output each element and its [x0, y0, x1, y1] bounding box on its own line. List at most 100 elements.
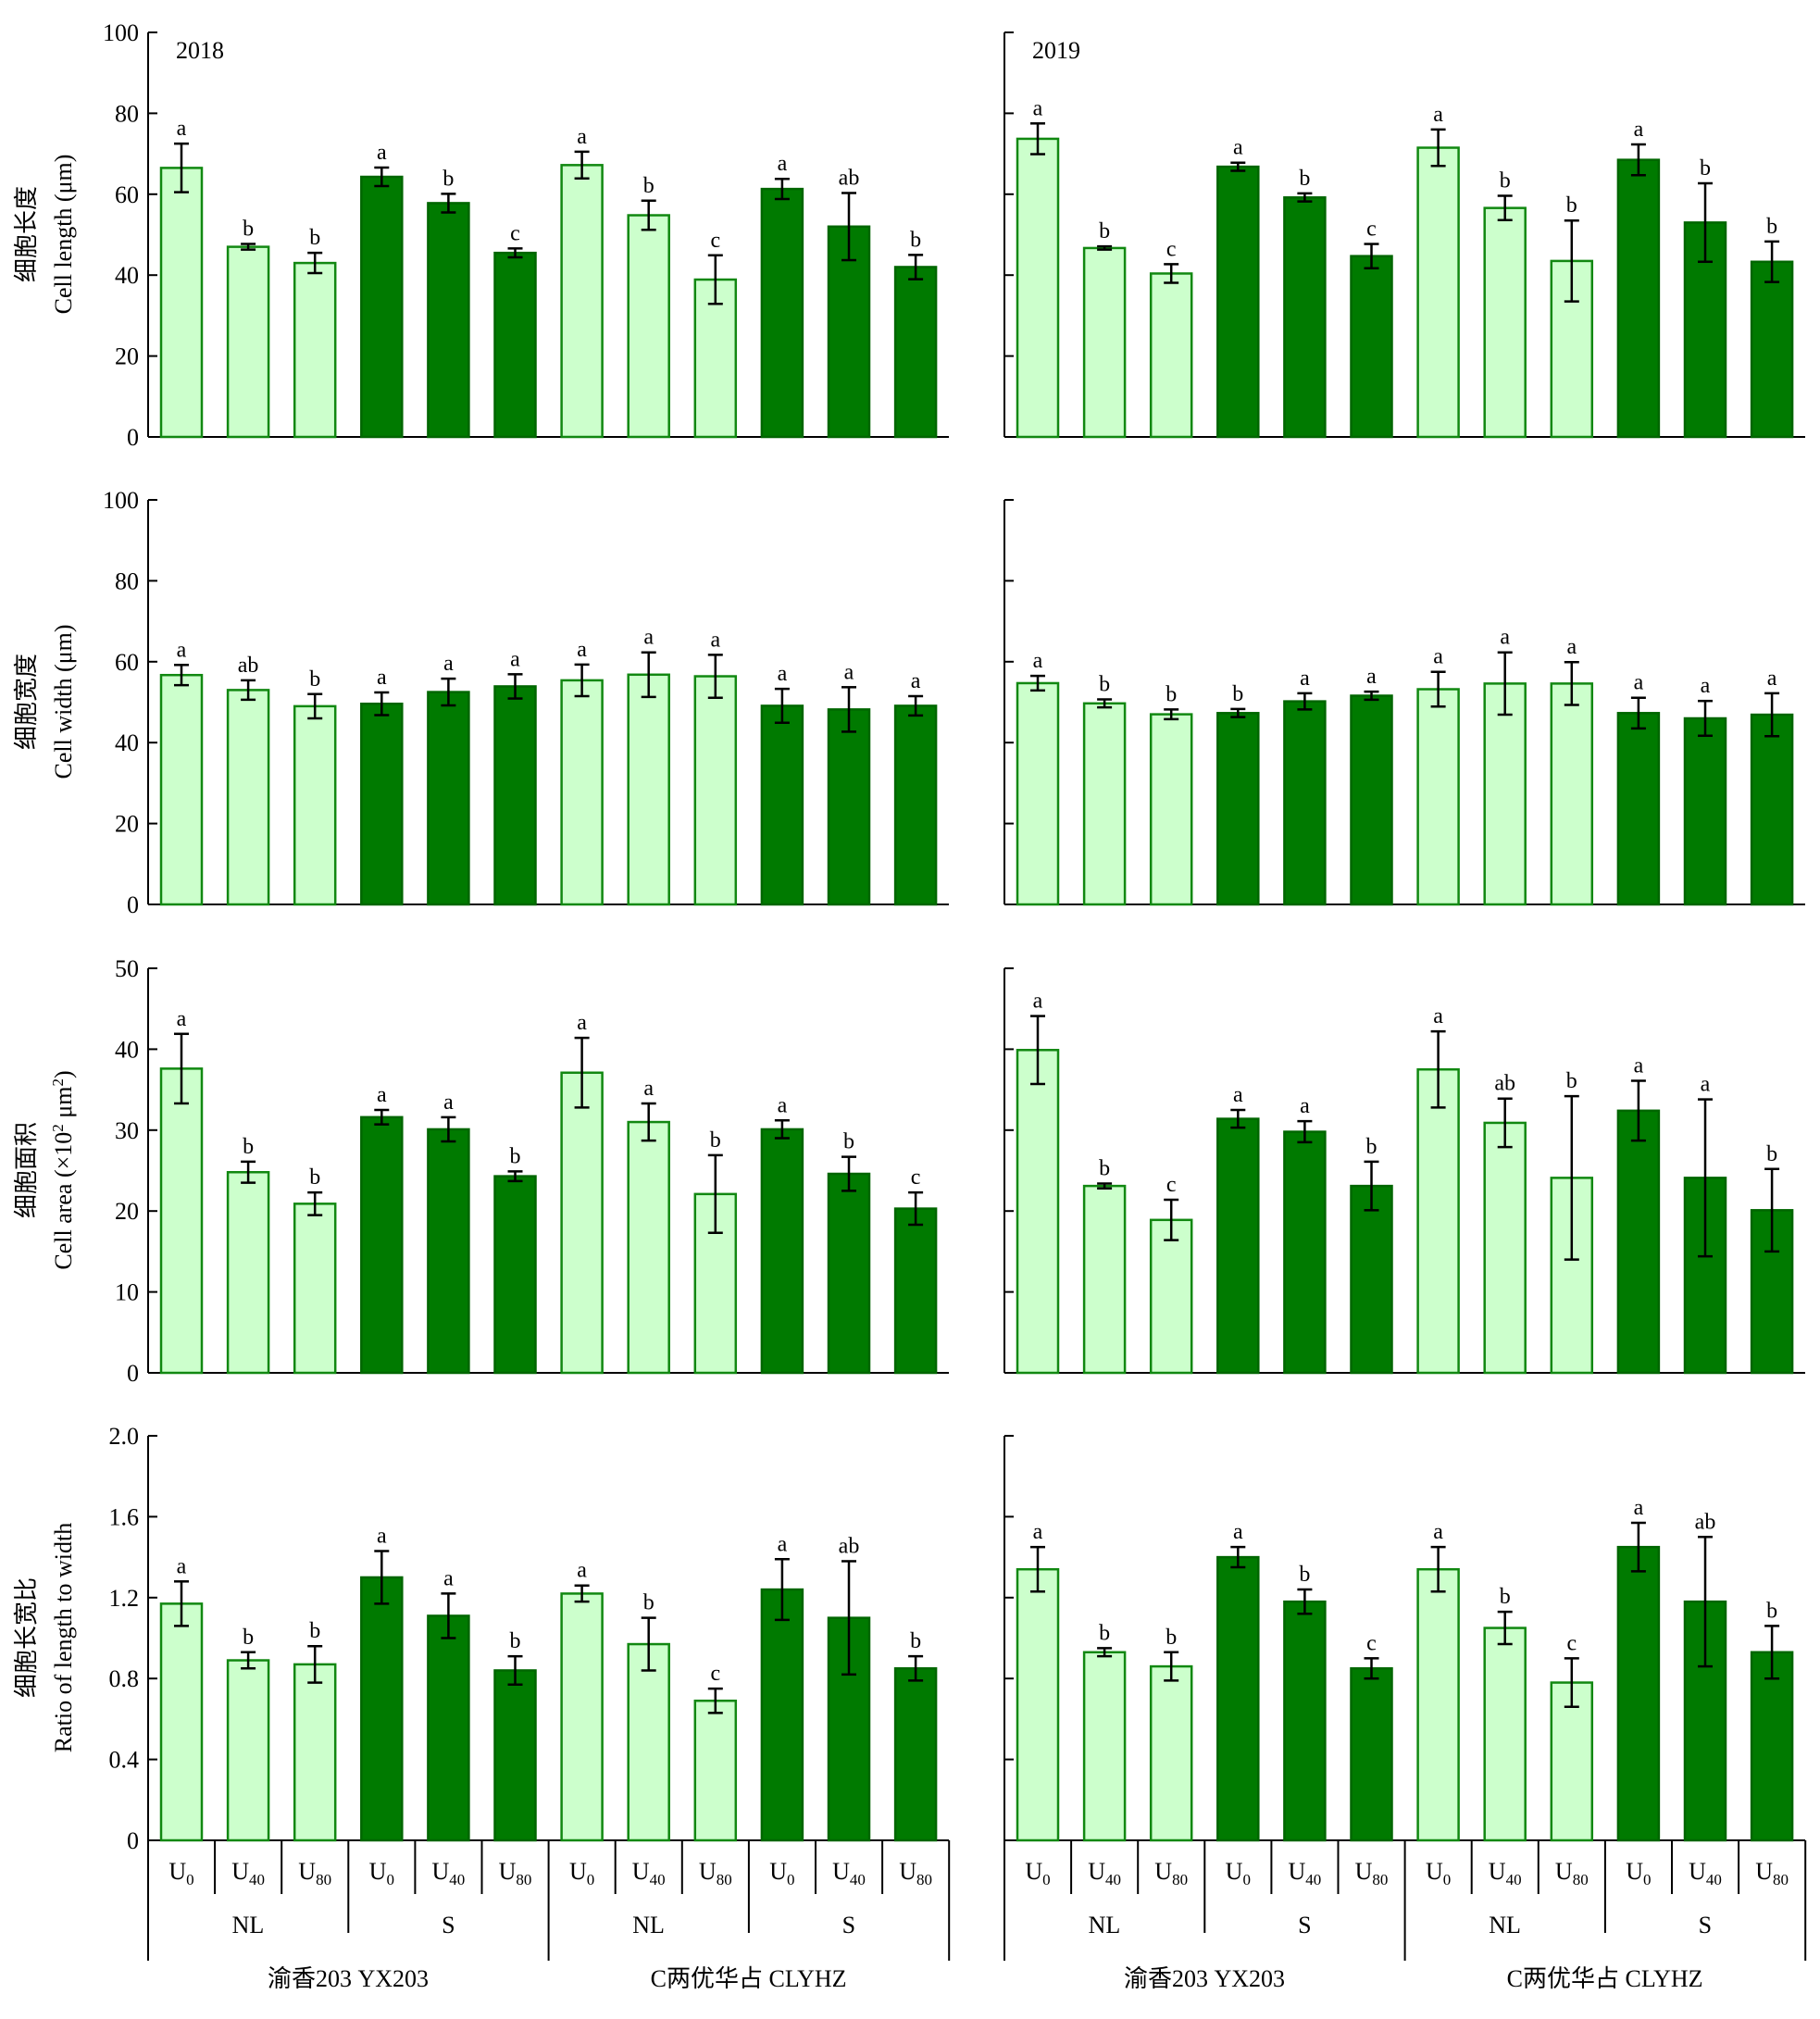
- y-tick-label: 20: [115, 811, 139, 838]
- significance-letter: ab: [238, 654, 259, 678]
- significance-letter: b: [843, 1130, 854, 1154]
- treatment-label: U80: [899, 1858, 932, 1888]
- bar: [560, 1071, 604, 1375]
- significance-letter: a: [377, 141, 387, 165]
- bar: [1016, 681, 1060, 906]
- y-tick-label: 0: [127, 424, 139, 451]
- ylabel-cn: 细胞长宽比: [13, 1577, 40, 1698]
- bar: [760, 1128, 804, 1375]
- ylabel-cn: 细胞面积: [13, 1122, 40, 1218]
- treatment-label: U0: [1626, 1858, 1651, 1888]
- significance-letter: a: [1634, 1053, 1644, 1078]
- bar: [1149, 1664, 1193, 1842]
- significance-letter: b: [309, 667, 320, 692]
- treatment-label: U80: [1555, 1858, 1589, 1888]
- bar: [627, 1120, 670, 1375]
- y-tick-label: 100: [103, 19, 139, 46]
- bar: [1483, 1121, 1527, 1375]
- significance-letter: a: [1300, 667, 1310, 691]
- bar: [1216, 165, 1260, 439]
- bar: [760, 1588, 804, 1842]
- significance-letter: a: [1033, 96, 1043, 120]
- bar: [1216, 1117, 1260, 1375]
- bar: [1416, 1068, 1460, 1375]
- bar: [1149, 1218, 1193, 1375]
- significance-letter: a: [510, 647, 520, 671]
- significance-letter: a: [911, 669, 921, 693]
- light-level-label: NL: [1489, 1912, 1521, 1938]
- bar: [1350, 1184, 1393, 1375]
- bar: [226, 245, 270, 439]
- significance-letter: b: [910, 1629, 921, 1653]
- y-tick-label: 20: [115, 343, 139, 370]
- significance-letter: c: [1366, 1631, 1377, 1655]
- y-tick-label: 1.2: [109, 1585, 140, 1612]
- significance-letter: b: [309, 226, 320, 250]
- light-level-label: NL: [1089, 1912, 1121, 1938]
- category-axis: U0 U40 U80 U0 U40 U80 U0 U40 U80 U0 U40 U80 NL S NL S 渝香…: [147, 1840, 951, 1992]
- light-level-label: S: [1699, 1912, 1712, 1938]
- variety-label: 渝香203 YX203: [1124, 1965, 1285, 1992]
- significance-letter: a: [177, 638, 187, 662]
- significance-letter: a: [1366, 665, 1377, 689]
- significance-letter: b: [1299, 1563, 1310, 1587]
- treatment-label: U40: [1289, 1858, 1322, 1888]
- category-axis: U0 U40 U80 U0 U40 U80 U0 U40 U80 U0 U40 U80 NL S NL S 渝香…: [1003, 1840, 1807, 1992]
- plot-area: 0 10 20 30 40 50 a b b a a b a a b a b c: [115, 955, 949, 1387]
- bar: [1750, 1651, 1794, 1842]
- bar: [893, 1667, 938, 1842]
- variety-label: 渝香203 YX203: [268, 1965, 429, 1992]
- significance-letter: b: [1299, 167, 1310, 191]
- bar: [893, 1207, 938, 1375]
- bar: [293, 704, 337, 906]
- significance-letter: a: [377, 1083, 387, 1107]
- treatment-label: U40: [832, 1858, 866, 1888]
- significance-letter: b: [1500, 1585, 1511, 1609]
- bar: [1149, 272, 1193, 439]
- ylabel-cn: 细胞长度: [13, 186, 40, 282]
- significance-letter: c: [1566, 1631, 1577, 1655]
- significance-letter: b: [243, 218, 254, 242]
- ylabel-cn: 细胞宽度: [13, 654, 40, 750]
- y-tick-label: 0.8: [109, 1665, 140, 1692]
- treatment-label: U80: [1355, 1858, 1389, 1888]
- significance-letter: a: [443, 1091, 454, 1115]
- y-tick-label: 2.0: [109, 1423, 140, 1450]
- significance-letter: b: [1099, 1621, 1110, 1645]
- y-tick-label: 40: [115, 729, 139, 756]
- bar: [360, 1115, 404, 1375]
- significance-letter: a: [1634, 671, 1644, 695]
- light-level-label: S: [1298, 1912, 1311, 1938]
- bar: [493, 1175, 537, 1375]
- bar: [427, 691, 470, 906]
- significance-letter: a: [577, 1559, 587, 1583]
- bar: [1750, 713, 1794, 906]
- plot-area: a b b b a a a a a a a a: [1003, 499, 1805, 906]
- bar: [1149, 713, 1193, 906]
- significance-letter: b: [643, 1591, 654, 1615]
- panel-cell-width-2019: a b b b a a a a a a a a: [1003, 499, 1805, 906]
- bar: [427, 1128, 470, 1375]
- treatment-label: U40: [632, 1858, 666, 1888]
- panel-cell-length-2019: a b c a b c a b b a b b 2019: [1003, 31, 1805, 439]
- plot-area: 0 20 40 60 80 100 a ab b a a a a a a a a a: [103, 487, 949, 918]
- bar: [493, 1669, 537, 1842]
- significance-letter: a: [1634, 118, 1644, 142]
- significance-letter: b: [1766, 215, 1777, 239]
- treatment-label: U40: [1088, 1858, 1121, 1888]
- y-tick-label: 30: [115, 1117, 139, 1144]
- bar: [760, 704, 804, 906]
- significance-letter: b: [510, 1144, 521, 1168]
- light-level-label: S: [442, 1912, 455, 1938]
- significance-letter: b: [243, 1135, 254, 1159]
- significance-letter: a: [1433, 1004, 1443, 1028]
- treatment-label: U80: [1755, 1858, 1789, 1888]
- significance-letter: a: [443, 1566, 454, 1590]
- y-tick-label: 1.6: [109, 1503, 140, 1530]
- bar: [1216, 1555, 1260, 1842]
- significance-letter: b: [443, 167, 454, 191]
